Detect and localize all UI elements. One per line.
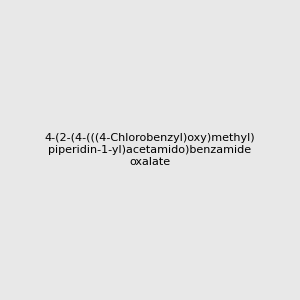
Text: 4-(2-(4-(((4-Chlorobenzyl)oxy)methyl)
piperidin-1-yl)acetamido)benzamide
oxalate: 4-(2-(4-(((4-Chlorobenzyl)oxy)methyl) pi…: [45, 134, 255, 166]
